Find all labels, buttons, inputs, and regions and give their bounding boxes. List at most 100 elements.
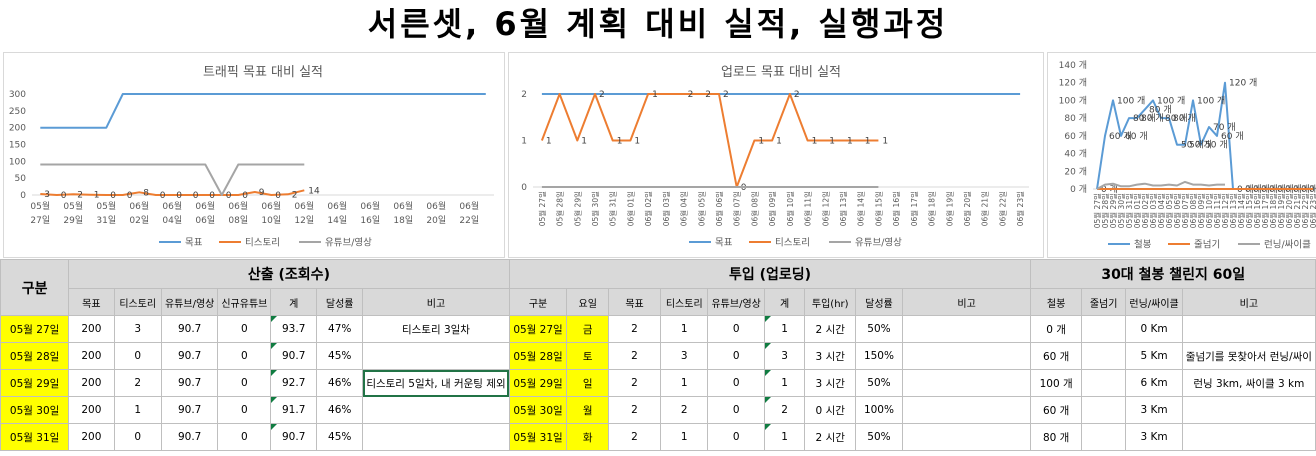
challenge-note-cell[interactable] [1181,423,1316,451]
weekday-cell[interactable]: 금 [566,315,609,343]
new-youtube-cell[interactable]: 0 [217,423,272,451]
jumprope-cell[interactable] [1080,423,1127,451]
note-cell[interactable] [362,396,510,424]
header-input-section[interactable]: 투입 (업로딩) [508,259,1032,289]
running-cell[interactable]: 3 Km [1125,423,1183,451]
rate-cell[interactable]: 45% [316,423,364,451]
pullup-cell[interactable]: 80 개 [1030,423,1082,451]
tistory-cell[interactable]: 2 [113,369,162,397]
column-header[interactable]: 달성률 [855,288,903,316]
date-cell[interactable]: 05월 31일 [508,423,568,451]
sum-cell[interactable]: 91.7 [270,396,318,424]
sum-cell[interactable]: 90.7 [270,342,318,370]
column-header[interactable]: 계 [763,288,806,316]
youtube-cell[interactable]: 90.7 [160,423,219,451]
column-header[interactable]: 런닝/싸이클 [1125,288,1183,316]
goal-cell[interactable]: 200 [68,423,115,451]
challenge-note-cell[interactable]: 줄넘기를 못찾아서 런닝/싸이 [1181,342,1316,370]
tistory-cell[interactable]: 1 [113,396,162,424]
goal-cell[interactable]: 200 [68,342,115,370]
challenge-note-cell[interactable]: 런닝 3km, 싸이클 3 km [1181,369,1316,397]
note-cell[interactable] [901,369,1032,397]
column-header[interactable]: 계 [270,288,318,316]
tistory-cell[interactable]: 1 [660,423,709,451]
hours-cell[interactable]: 3 시간 [804,369,857,397]
jumprope-cell[interactable] [1080,369,1127,397]
column-header[interactable]: 목표 [68,288,115,316]
sum-cell[interactable]: 93.7 [270,315,318,343]
note-cell[interactable] [901,342,1032,370]
tistory-cell[interactable]: 1 [660,369,709,397]
hours-cell[interactable]: 3 시간 [804,342,857,370]
date-cell[interactable]: 05월 29일 [508,369,568,397]
traffic-chart[interactable]: 트래픽 목표 대비 실적 0 50 100 150 200 250 300 05월 27일 05월 2… [3,52,505,258]
column-header[interactable]: 달성률 [316,288,364,316]
youtube-cell[interactable]: 90.7 [160,369,219,397]
goal-cell[interactable]: 2 [607,315,662,343]
goal-cell[interactable]: 200 [68,369,115,397]
note-cell[interactable] [362,423,510,451]
rate-cell[interactable]: 46% [316,396,364,424]
weekday-cell[interactable]: 토 [566,342,609,370]
youtube-cell[interactable]: 0 [707,423,765,451]
new-youtube-cell[interactable]: 0 [217,396,272,424]
challenge-note-cell[interactable] [1181,396,1316,424]
sum-cell[interactable]: 3 [763,342,806,370]
tistory-cell[interactable]: 0 [113,342,162,370]
column-header[interactable]: 줄넘기 [1080,288,1127,316]
jumprope-cell[interactable] [1080,342,1127,370]
date-cell[interactable]: 05월 30일 [508,396,568,424]
new-youtube-cell[interactable]: 0 [217,315,272,343]
sum-cell[interactable]: 90.7 [270,423,318,451]
column-header[interactable]: 유튜브/영상 [707,288,765,316]
rate-cell[interactable]: 100% [855,396,903,424]
tistory-cell[interactable]: 1 [660,315,709,343]
tistory-cell[interactable]: 0 [113,423,162,451]
sum-cell[interactable]: 2 [763,396,806,424]
pullup-cell[interactable]: 60 개 [1030,342,1082,370]
running-cell[interactable]: 0 Km [1125,315,1183,343]
column-header[interactable]: 철봉 [1030,288,1082,316]
new-youtube-cell[interactable]: 0 [217,369,272,397]
hours-cell[interactable]: 2 시간 [804,423,857,451]
column-header[interactable]: 구분 [508,288,568,316]
weekday-cell[interactable]: 화 [566,423,609,451]
pullup-chart[interactable]: 0 개 20 개 40 개 60 개 80 개 100 개 120 개 140 개 05월 27… [1047,52,1316,258]
youtube-cell[interactable]: 90.7 [160,396,219,424]
rate-cell[interactable]: 150% [855,342,903,370]
header-output-section[interactable]: 산출 (조회수) [68,259,510,289]
column-header[interactable]: 티스토리 [660,288,709,316]
sum-cell[interactable]: 92.7 [270,369,318,397]
goal-cell[interactable]: 2 [607,423,662,451]
pullup-cell[interactable]: 100 개 [1030,369,1082,397]
header-challenge-section[interactable]: 30대 철봉 챌린지 60일 [1030,259,1316,289]
column-header[interactable]: 비고 [901,288,1032,316]
goal-cell[interactable]: 2 [607,342,662,370]
note-cell[interactable] [901,396,1032,424]
pullup-cell[interactable]: 0 개 [1030,315,1082,343]
new-youtube-cell[interactable]: 0 [217,342,272,370]
rate-cell[interactable]: 50% [855,369,903,397]
date-cell[interactable]: 05월 27일 [508,315,568,343]
column-header[interactable]: 요일 [566,288,609,316]
youtube-cell[interactable]: 0 [707,315,765,343]
tistory-cell[interactable]: 3 [660,342,709,370]
column-header[interactable]: 비고 [362,288,510,316]
column-header[interactable]: 티스토리 [113,288,162,316]
hours-cell[interactable]: 0 시간 [804,396,857,424]
youtube-cell[interactable]: 0 [707,369,765,397]
jumprope-cell[interactable] [1080,315,1127,343]
rate-cell[interactable]: 45% [316,342,364,370]
goal-cell[interactable]: 200 [68,315,115,343]
note-cell[interactable]: 티스토리 3일차 [362,315,510,343]
running-cell[interactable]: 3 Km [1125,396,1183,424]
date-cell[interactable]: 05월 28일 [508,342,568,370]
tistory-cell[interactable]: 2 [660,396,709,424]
rate-cell[interactable]: 47% [316,315,364,343]
date-cell[interactable]: 05월 28일 [0,342,70,370]
rate-cell[interactable]: 50% [855,315,903,343]
youtube-cell[interactable]: 90.7 [160,342,219,370]
youtube-cell[interactable]: 0 [707,342,765,370]
date-cell[interactable]: 05월 30일 [0,396,70,424]
goal-cell[interactable]: 2 [607,369,662,397]
